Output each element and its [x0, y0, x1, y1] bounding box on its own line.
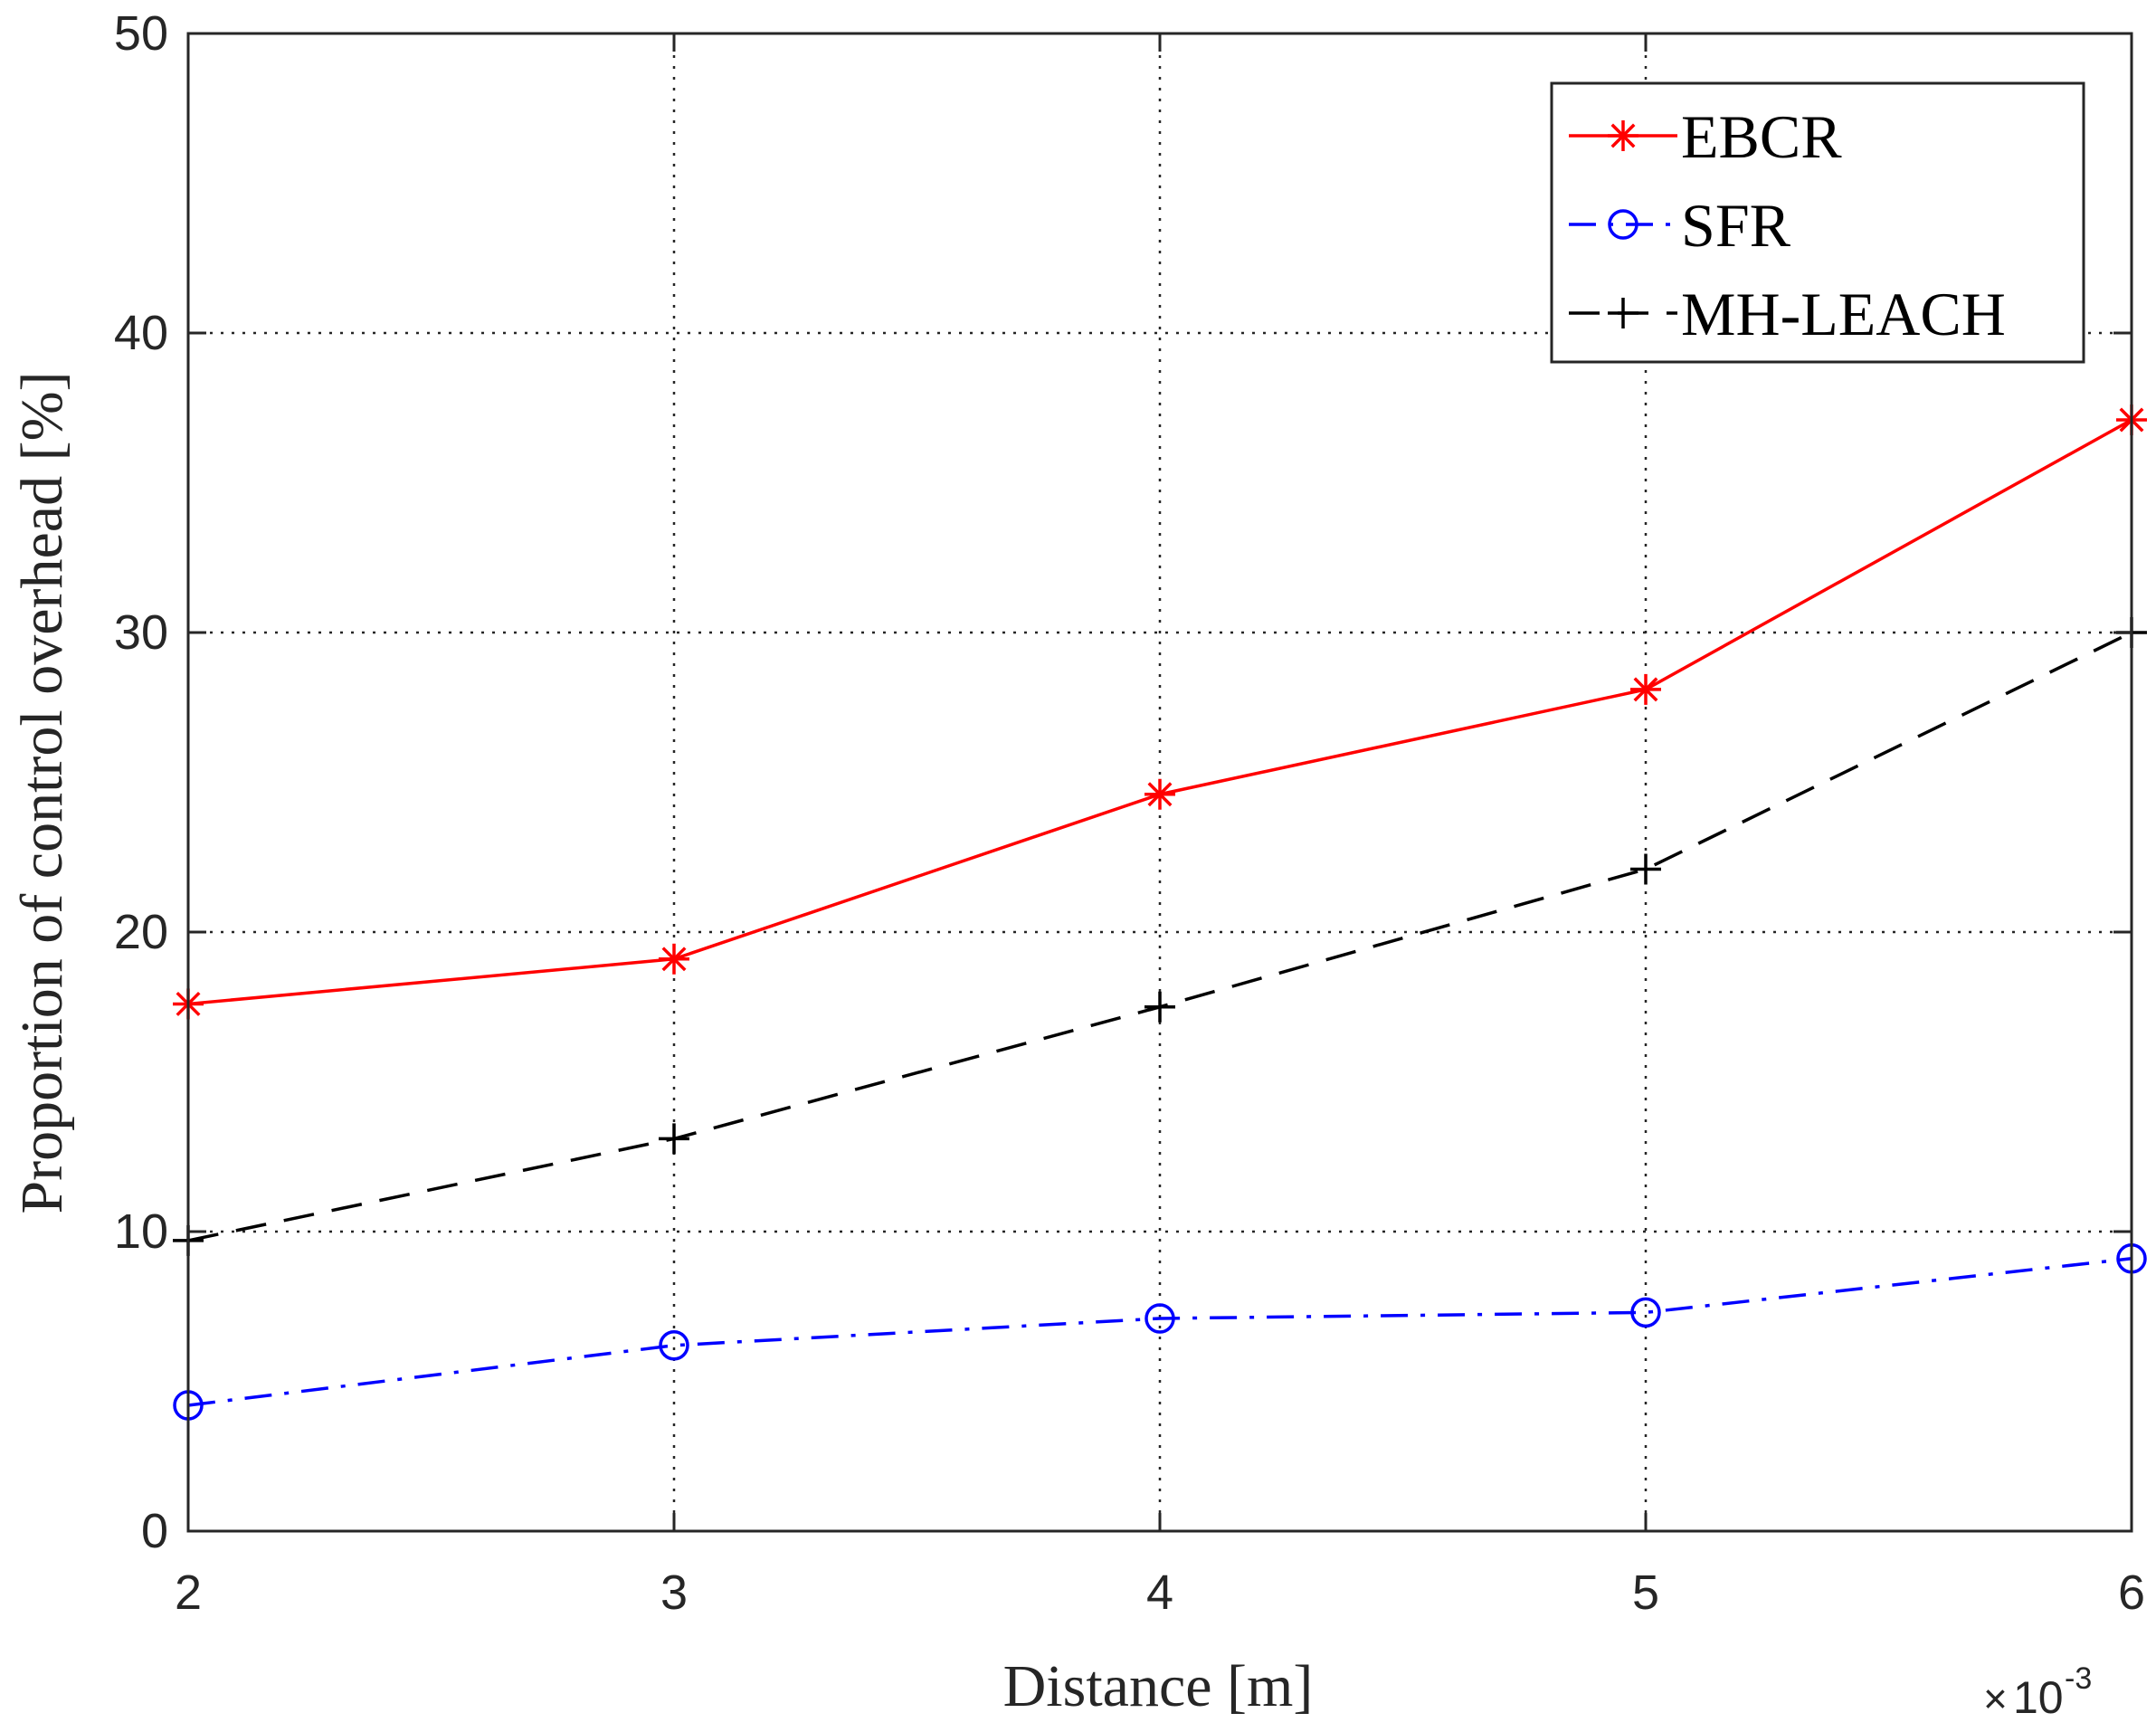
x-multiplier-base: 10	[2013, 1672, 2064, 1723]
x-multiplier-power: -3	[2065, 1661, 2092, 1696]
x-multiplier-times-symbol: ×	[1983, 1675, 2008, 1722]
marker-stroke	[1610, 123, 1636, 148]
legend-box	[1550, 81, 2085, 364]
x-axis-multiplier: × 10 -3	[1983, 1661, 2092, 1723]
legend: EBCR SFR MH-LEACH	[1550, 81, 2085, 364]
legend-entry-ebcr: EBCR	[1569, 102, 1842, 171]
axis-ticks: 2 3 4 5 6 0 10 20 30 40 50	[114, 6, 2145, 1620]
x-tick-label: 5	[1632, 1565, 1659, 1620]
legend-marker-mh-leach	[1608, 298, 1638, 328]
data-point-ebcr	[1630, 673, 1661, 705]
data-point-ebcr	[1144, 778, 1175, 810]
legend-entry-sfr: SFR	[1569, 191, 1791, 260]
data-point-sfr	[659, 1330, 689, 1361]
legend-entry-mh-leach: MH-LEACH	[1569, 280, 2006, 348]
data-point-ebcr	[659, 943, 689, 975]
marker-stroke	[661, 947, 687, 972]
data-point-sfr	[1630, 1297, 1661, 1328]
data-point-mh-leach	[1144, 991, 1175, 1023]
y-axis-label: Proportion of control overhead [%]	[9, 371, 75, 1213]
legend-marker-sfr	[1608, 209, 1638, 240]
legend-label-ebcr: EBCR	[1681, 102, 1842, 171]
series-mh-leach	[173, 617, 2147, 1256]
legend-label-sfr: SFR	[1681, 191, 1791, 260]
marker-stroke	[1633, 677, 1658, 702]
y-tick-label: 50	[114, 6, 168, 61]
y-tick-label: 30	[114, 605, 168, 660]
x-tick-label: 6	[2118, 1565, 2145, 1620]
legend-label-mh-leach: MH-LEACH	[1681, 280, 2006, 348]
y-tick-label: 40	[114, 306, 168, 360]
y-tick-label: 20	[114, 905, 168, 959]
y-tick-label: 10	[114, 1204, 168, 1259]
marker-stroke	[1147, 782, 1173, 807]
y-tick-label: 0	[141, 1504, 168, 1558]
x-tick-label: 4	[1146, 1565, 1173, 1620]
series-line-sfr	[187, 1257, 2132, 1407]
legend-entries: EBCR SFR MH-LEACH	[1569, 102, 2006, 348]
legend-marker-ebcr	[1608, 120, 1638, 151]
data-point-sfr	[1144, 1303, 1175, 1334]
x-tick-label: 3	[660, 1565, 688, 1620]
x-axis-label: Distance [m]	[1003, 1653, 1314, 1719]
data-point-mh-leach	[1630, 853, 1661, 885]
x-tick-label: 2	[175, 1565, 202, 1620]
data-point-mh-leach	[659, 1123, 689, 1155]
